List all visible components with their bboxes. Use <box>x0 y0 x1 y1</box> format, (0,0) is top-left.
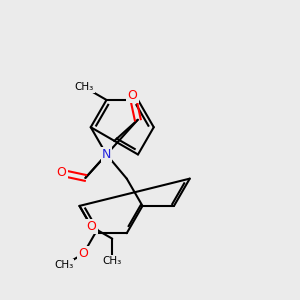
Text: O: O <box>87 220 96 233</box>
Text: CH₃: CH₃ <box>103 256 122 266</box>
Text: CH₃: CH₃ <box>75 82 94 92</box>
Text: O: O <box>78 248 88 260</box>
Text: N: N <box>102 148 111 161</box>
Text: CH₃: CH₃ <box>54 260 74 270</box>
Text: O: O <box>56 166 66 179</box>
Text: O: O <box>128 89 138 102</box>
